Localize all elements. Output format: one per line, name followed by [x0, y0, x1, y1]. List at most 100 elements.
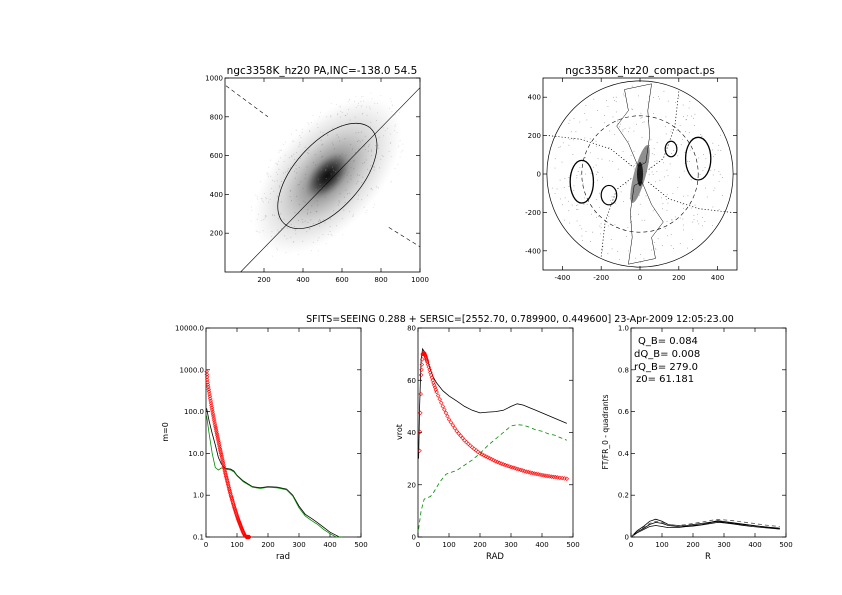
y-tick-label: 200: [210, 230, 223, 238]
image-pixel: [267, 176, 270, 178]
x-tick-label: 100: [230, 541, 243, 549]
image-pixel: [270, 235, 273, 238]
image-pixel: [335, 103, 337, 106]
bulge-marker: [516, 467, 521, 472]
image-pixel: [301, 128, 304, 130]
bulge-marker: [432, 385, 438, 390]
map-pixel: [611, 196, 613, 198]
map-pixel: [666, 194, 668, 196]
image-pixel: [322, 143, 324, 145]
map-pixel: [617, 120, 619, 122]
map-pixel: [679, 125, 681, 126]
image-pixel: [304, 146, 306, 148]
bulge-marker: [218, 449, 223, 455]
image-pixel: [334, 156, 337, 158]
image-pixel: [360, 106, 362, 108]
image-pixel: [297, 184, 299, 186]
map-pixel: [626, 236, 627, 237]
image-pixel: [343, 172, 346, 175]
image-pixel: [330, 185, 332, 187]
image-pixel: [353, 160, 355, 163]
image-pixel: [267, 201, 270, 203]
bulge-marker: [211, 413, 216, 419]
image-pixel: [269, 159, 271, 161]
image-pixel: [276, 163, 278, 165]
bulge-marker: [247, 534, 252, 540]
image-pixel: [355, 132, 357, 134]
map-pixel: [582, 239, 583, 241]
image-pixel: [364, 135, 366, 137]
image-pixel: [357, 104, 359, 107]
map-pixel: [596, 216, 597, 218]
map-pixel: [687, 247, 688, 249]
bulge-marker: [216, 442, 222, 447]
map-pixel: [620, 191, 622, 193]
image-pixel: [377, 144, 379, 146]
map-pixel: [570, 131, 572, 133]
map-pixel: [629, 127, 631, 129]
image-pixel: [369, 126, 372, 128]
bulge-marker: [487, 456, 492, 461]
central-core: [637, 162, 643, 186]
map-pixel: [701, 135, 703, 137]
image-pixel: [346, 113, 349, 115]
map-pixel: [653, 147, 655, 149]
image-pixel: [349, 210, 351, 213]
bulge-marker: [206, 384, 211, 390]
map-pixel: [600, 227, 602, 229]
bulge-marker: [239, 525, 244, 530]
map-pixel: [713, 169, 715, 171]
image-pixel: [363, 145, 366, 147]
image-pixel: [271, 187, 273, 190]
map-pixel: [585, 231, 587, 232]
image-pixel: [338, 155, 341, 157]
image-pixel: [265, 197, 267, 199]
map-pixel: [617, 250, 619, 252]
bulge-marker: [434, 389, 439, 395]
image-pixel: [263, 192, 266, 195]
y-tick-label: 800: [210, 113, 223, 121]
map-pixel: [682, 116, 684, 117]
y-tick-label: 100.0: [184, 408, 204, 416]
image-pixel: [325, 243, 327, 245]
bulge-marker: [216, 440, 222, 445]
map-pixel: [686, 119, 687, 120]
bulge-marker: [417, 429, 423, 435]
map-pixel: [572, 154, 574, 155]
bulge-marker: [520, 468, 525, 473]
image-pixel: [273, 190, 275, 192]
bulge-marker: [234, 512, 239, 517]
dotted-boundary-se: [647, 181, 732, 213]
image-pixel: [263, 219, 265, 221]
map-pixel: [641, 136, 643, 138]
map-pixel: [655, 248, 657, 250]
map-pixel: [644, 219, 646, 221]
image-pixel: [370, 154, 373, 157]
map-pixel: [564, 197, 566, 199]
image-pixel: [300, 181, 302, 183]
image-pixel: [330, 173, 332, 175]
bulge-marker: [221, 462, 226, 467]
bulge-marker: [452, 426, 458, 431]
image-pixel: [308, 123, 310, 125]
map-pixel: [608, 216, 610, 217]
map-pixel: [633, 130, 635, 132]
map-pixel: [689, 101, 691, 102]
map-pixel: [585, 105, 587, 106]
image-pixel: [319, 225, 321, 227]
bulge-marker: [442, 407, 447, 412]
image-pixel: [312, 241, 314, 243]
image-pixel: [393, 129, 396, 132]
image-pixel: [339, 116, 342, 118]
bulge-marker: [470, 445, 475, 450]
bulge-marker: [215, 433, 220, 438]
bulge-marker: [219, 454, 225, 460]
map-pixel: [577, 204, 579, 206]
image-pixel: [329, 218, 332, 220]
bulge-marker: [448, 420, 454, 425]
map-pixel: [662, 203, 664, 204]
image-pixel: [307, 221, 309, 224]
map-pixel: [650, 139, 652, 141]
image-pixel: [313, 174, 315, 176]
image-pixel: [347, 181, 349, 183]
